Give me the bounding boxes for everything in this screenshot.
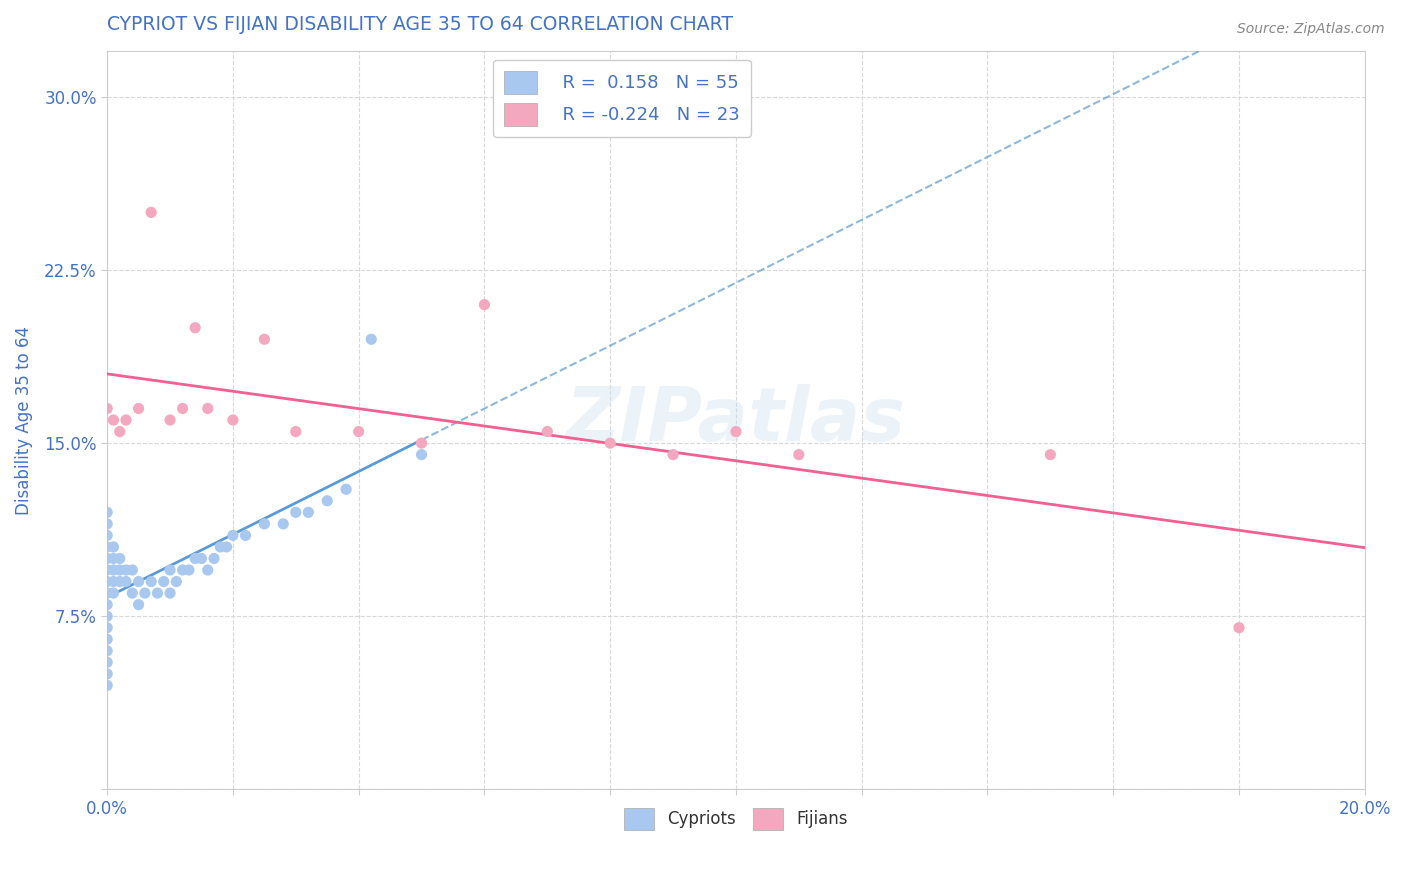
Legend: Cypriots, Fijians: Cypriots, Fijians — [617, 802, 855, 837]
Point — [96, 528, 118, 542]
Point — [96, 678, 118, 692]
Point — [96, 401, 118, 416]
Point — [121, 586, 143, 600]
Point — [474, 298, 496, 312]
Point — [96, 540, 118, 554]
Point — [134, 586, 156, 600]
Point — [146, 586, 169, 600]
Text: CYPRIOT VS FIJIAN DISABILITY AGE 35 TO 64 CORRELATION CHART: CYPRIOT VS FIJIAN DISABILITY AGE 35 TO 6… — [107, 15, 733, 34]
Point — [96, 632, 118, 647]
Point — [165, 574, 187, 589]
Point — [197, 401, 219, 416]
Point — [172, 563, 194, 577]
Point — [724, 425, 747, 439]
Point — [96, 551, 118, 566]
Point — [128, 574, 150, 589]
Point — [115, 563, 138, 577]
Point — [411, 436, 433, 450]
Point — [1227, 621, 1250, 635]
Point — [159, 413, 181, 427]
Point — [335, 482, 357, 496]
Point — [1039, 448, 1062, 462]
Point — [271, 516, 294, 531]
Point — [96, 516, 118, 531]
Point — [177, 563, 200, 577]
Point — [128, 401, 150, 416]
Text: ZIPatlas: ZIPatlas — [567, 384, 905, 457]
Point — [202, 551, 225, 566]
Point — [222, 413, 245, 427]
Y-axis label: Disability Age 35 to 64: Disability Age 35 to 64 — [15, 326, 32, 515]
Point — [103, 586, 125, 600]
Point — [108, 551, 131, 566]
Point — [360, 332, 382, 346]
Point — [215, 540, 238, 554]
Point — [222, 528, 245, 542]
Point — [159, 563, 181, 577]
Point — [96, 656, 118, 670]
Point — [108, 574, 131, 589]
Point — [103, 563, 125, 577]
Point — [190, 551, 212, 566]
Point — [172, 401, 194, 416]
Point — [787, 448, 810, 462]
Point — [184, 551, 207, 566]
Point — [235, 528, 257, 542]
Point — [159, 586, 181, 600]
Point — [96, 563, 118, 577]
Point — [284, 505, 307, 519]
Point — [103, 413, 125, 427]
Point — [197, 563, 219, 577]
Point — [284, 425, 307, 439]
Point — [115, 574, 138, 589]
Point — [347, 425, 370, 439]
Point — [253, 332, 276, 346]
Point — [141, 205, 163, 219]
Point — [599, 436, 621, 450]
Point — [184, 320, 207, 334]
Point — [121, 563, 143, 577]
Point — [103, 574, 125, 589]
Point — [662, 448, 685, 462]
Point — [96, 644, 118, 658]
Point — [128, 598, 150, 612]
Point — [96, 586, 118, 600]
Point — [96, 574, 118, 589]
Point — [316, 493, 339, 508]
Point — [141, 574, 163, 589]
Point — [108, 563, 131, 577]
Point — [209, 540, 232, 554]
Point — [152, 574, 174, 589]
Point — [411, 448, 433, 462]
Point — [115, 413, 138, 427]
Point — [96, 609, 118, 624]
Point — [108, 425, 131, 439]
Point — [96, 621, 118, 635]
Point — [103, 551, 125, 566]
Point — [96, 598, 118, 612]
Point — [103, 540, 125, 554]
Point — [297, 505, 319, 519]
Point — [253, 516, 276, 531]
Point — [96, 505, 118, 519]
Point — [536, 425, 558, 439]
Point — [96, 666, 118, 681]
Text: Source: ZipAtlas.com: Source: ZipAtlas.com — [1237, 22, 1385, 37]
